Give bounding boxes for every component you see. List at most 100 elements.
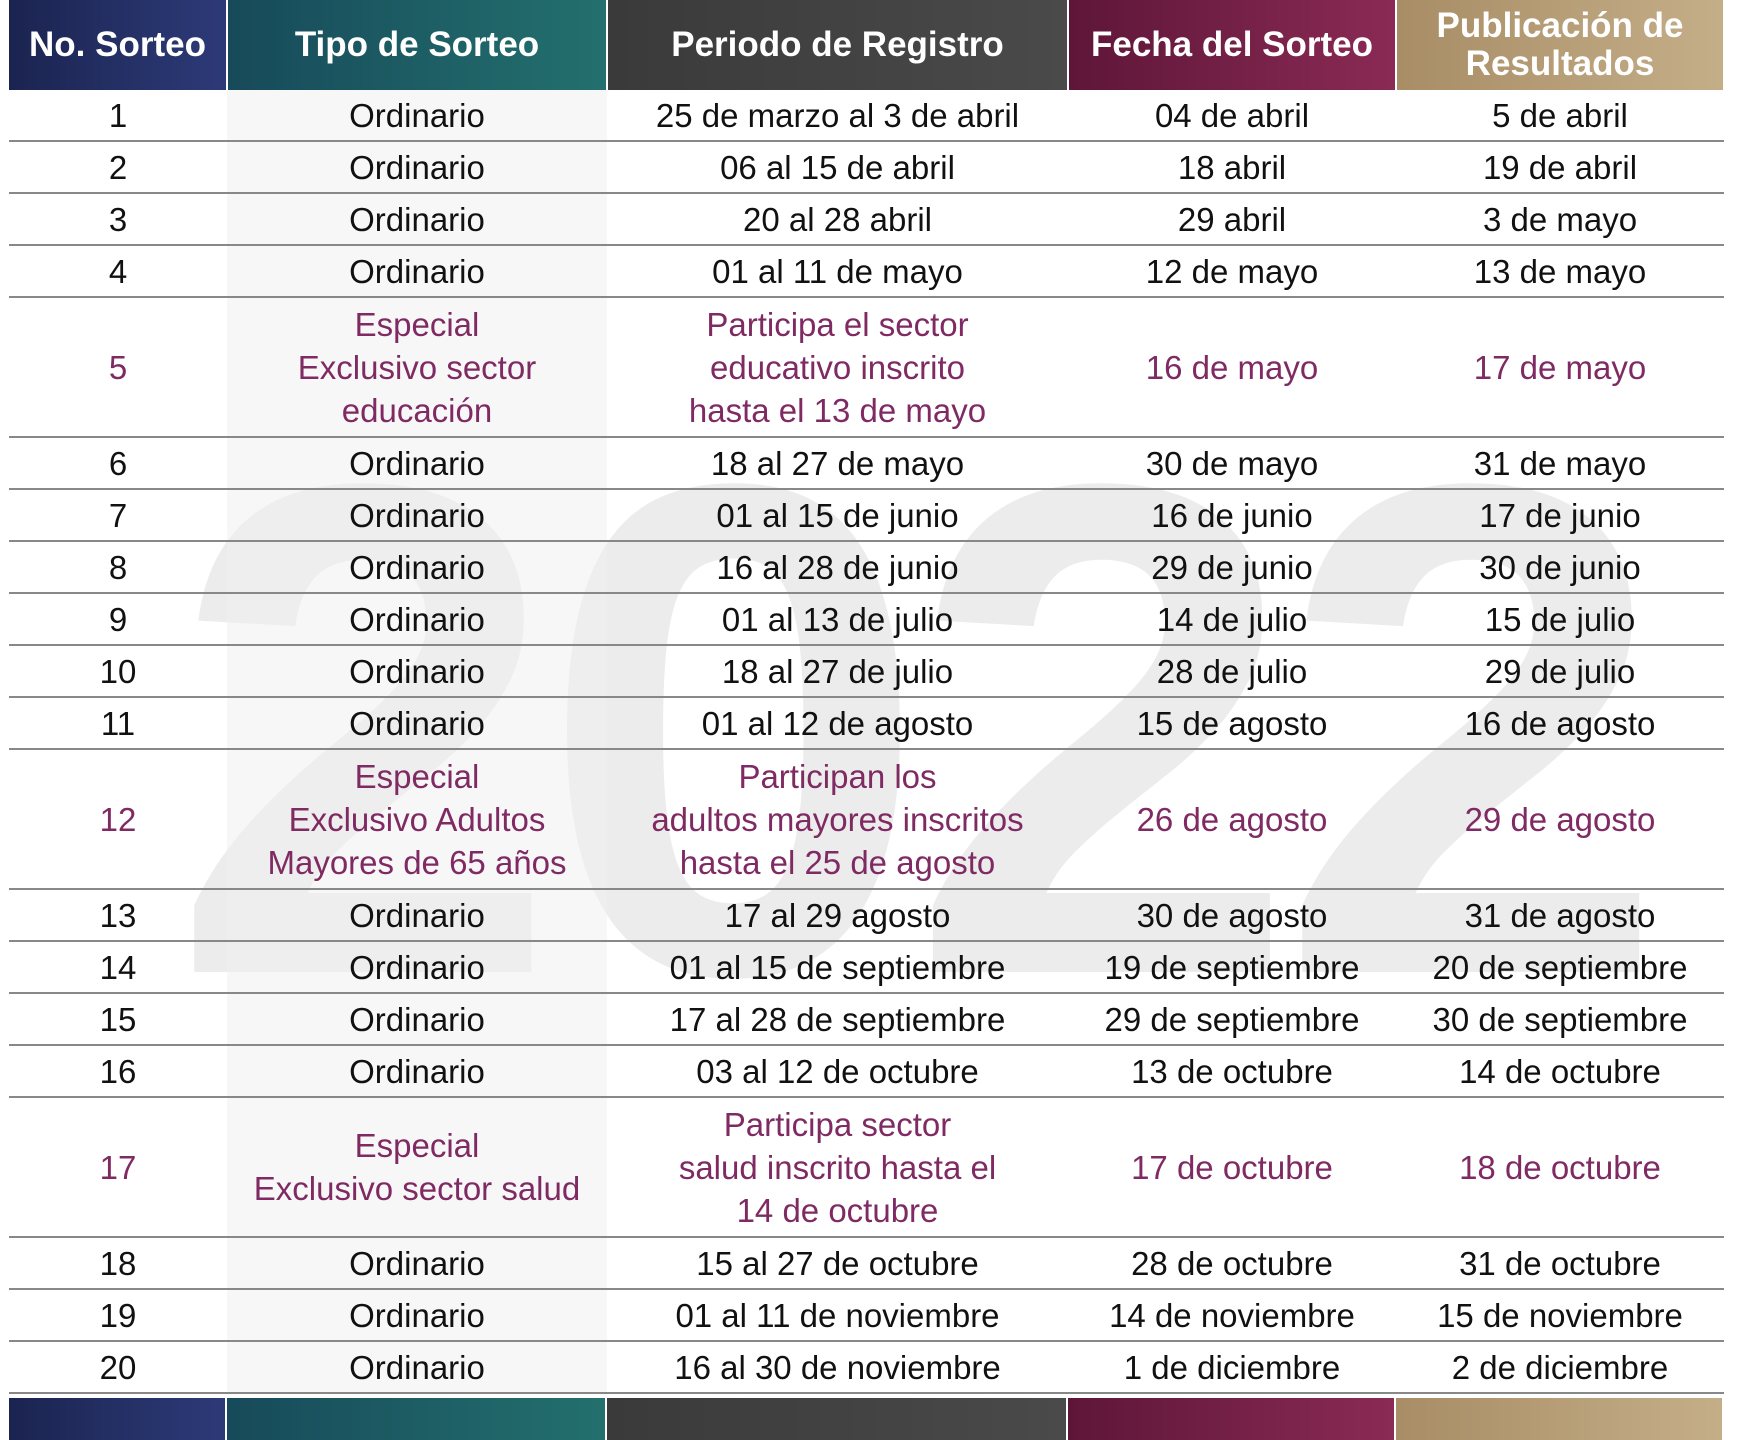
table-row: 17 Especial Exclusivo sector salud Partici… xyxy=(9,1097,1724,1238)
table-row: 14 Ordinario 01 al 15 de septiembre 19 de s… xyxy=(9,941,1724,994)
table-cell: 25 de marzo al 3 de abril xyxy=(607,90,1068,142)
footer-bar xyxy=(9,1398,225,1440)
table-cell: 15 de noviembre xyxy=(1396,1289,1724,1342)
table-cell: 29 de junio xyxy=(1068,541,1396,594)
table-cell: Ordinario xyxy=(227,245,607,298)
table-cell: 20 al 28 abril xyxy=(607,193,1068,246)
table-cell: 8 xyxy=(9,541,227,594)
column-header: Fecha del Sorteo xyxy=(1068,0,1397,90)
table-cell: 29 de julio xyxy=(1396,645,1724,698)
table-cell: 17 al 28 de septiembre xyxy=(607,993,1068,1046)
table-cell: 12 de mayo xyxy=(1068,245,1396,298)
table-cell: 4 xyxy=(9,245,227,298)
table-row: 7 Ordinario 01 al 15 de junio 16 de junio 17… xyxy=(9,489,1724,542)
table-cell: 9 xyxy=(9,593,227,646)
table-cell: 30 de mayo xyxy=(1068,437,1396,490)
footer-bar xyxy=(227,1398,605,1440)
table-cell: Especial Exclusivo sector salud xyxy=(227,1097,607,1238)
table-cell: 14 de octubre xyxy=(1396,1045,1724,1098)
table-cell: 16 al 30 de noviembre xyxy=(607,1341,1068,1394)
table-cell: 26 de agosto xyxy=(1068,749,1396,890)
table-cell: 29 abril xyxy=(1068,193,1396,246)
table-cell: 13 de octubre xyxy=(1068,1045,1396,1098)
table-row: 20 Ordinario 16 al 30 de noviembre 1 de dic… xyxy=(9,1341,1724,1394)
table-row: 2 Ordinario 06 al 15 de abril 18 abril 19 de… xyxy=(9,141,1724,194)
table-cell: Ordinario xyxy=(227,889,607,942)
table-cell: 17 de junio xyxy=(1396,489,1724,542)
table-cell: 29 de septiembre xyxy=(1068,993,1396,1046)
table-cell: Ordinario xyxy=(227,489,607,542)
schedule-table: No. Sorteo Tipo de Sorteo Periodo de Regis… xyxy=(9,0,1725,1394)
table-cell: 15 xyxy=(9,993,227,1046)
table-cell: Especial Exclusivo sector educación xyxy=(227,297,607,438)
table-row: 4 Ordinario 01 al 11 de mayo 12 de mayo 13 d… xyxy=(9,245,1724,298)
table-cell: 16 xyxy=(9,1045,227,1098)
table-cell: 15 de agosto xyxy=(1068,697,1396,750)
table-cell: 18 abril xyxy=(1068,141,1396,194)
table-cell: Ordinario xyxy=(227,593,607,646)
table-cell: Participa el sector educativo inscrito h… xyxy=(607,297,1068,438)
table-cell: 31 de octubre xyxy=(1396,1237,1724,1290)
table-cell: 17 al 29 agosto xyxy=(607,889,1068,942)
table-cell: 1 de diciembre xyxy=(1068,1341,1396,1394)
table-cell: 13 xyxy=(9,889,227,942)
footer-bar xyxy=(1068,1398,1394,1440)
table-cell: 16 de agosto xyxy=(1396,697,1724,750)
table-cell: 15 de julio xyxy=(1396,593,1724,646)
table-cell: 30 de agosto xyxy=(1068,889,1396,942)
column-header: Publicación de Resultados xyxy=(1396,0,1725,90)
table-cell: 20 de septiembre xyxy=(1396,941,1724,994)
table-cell: 3 xyxy=(9,193,227,246)
table-cell: Ordinario xyxy=(227,193,607,246)
column-header: Periodo de Registro xyxy=(607,0,1069,90)
table-cell: 17 xyxy=(9,1097,227,1238)
table-cell: 19 xyxy=(9,1289,227,1342)
table-cell: 01 al 15 de junio xyxy=(607,489,1068,542)
table-cell: Participan los adultos mayores inscritos… xyxy=(607,749,1068,890)
table-cell: 31 de mayo xyxy=(1396,437,1724,490)
table-cell: 10 xyxy=(9,645,227,698)
table-cell: 17 de octubre xyxy=(1068,1097,1396,1238)
header-row: No. Sorteo Tipo de Sorteo Periodo de Regis… xyxy=(9,0,1725,90)
table-cell: 01 al 11 de mayo xyxy=(607,245,1068,298)
table-row: 1 Ordinario 25 de marzo al 3 de abril 04 de… xyxy=(9,90,1724,142)
table-cell: 03 al 12 de octubre xyxy=(607,1045,1068,1098)
table-cell: 06 al 15 de abril xyxy=(607,141,1068,194)
table-cell: 2 xyxy=(9,141,227,194)
table-cell: 18 xyxy=(9,1237,227,1290)
footer-bar xyxy=(1396,1398,1722,1440)
column-header: No. Sorteo xyxy=(9,0,228,90)
table-body: 1 Ordinario 25 de marzo al 3 de abril 04 de… xyxy=(9,90,1724,1394)
table-cell: 18 al 27 de mayo xyxy=(607,437,1068,490)
table-row: 8 Ordinario 16 al 28 de junio 29 de junio 30… xyxy=(9,541,1724,594)
table-row: 19 Ordinario 01 al 11 de noviembre 14 de no… xyxy=(9,1289,1724,1342)
table-cell: Ordinario xyxy=(227,993,607,1046)
table-cell: 31 de agosto xyxy=(1396,889,1724,942)
table-cell: 16 al 28 de junio xyxy=(607,541,1068,594)
table-cell: 29 de agosto xyxy=(1396,749,1724,890)
table-cell: 12 xyxy=(9,749,227,890)
table-cell: 01 al 15 de septiembre xyxy=(607,941,1068,994)
table-cell: 11 xyxy=(9,697,227,750)
table-row: 6 Ordinario 18 al 27 de mayo 30 de mayo 31 d… xyxy=(9,437,1724,490)
table-cell: 01 al 11 de noviembre xyxy=(607,1289,1068,1342)
table-cell: Ordinario xyxy=(227,1237,607,1290)
table-cell: 28 de octubre xyxy=(1068,1237,1396,1290)
table-cell: 01 al 13 de julio xyxy=(607,593,1068,646)
column-header: Tipo de Sorteo xyxy=(227,0,608,90)
table-cell: 2 de diciembre xyxy=(1396,1341,1724,1394)
table-cell: Ordinario xyxy=(227,541,607,594)
table-cell: 01 al 12 de agosto xyxy=(607,697,1068,750)
table-cell: 13 de mayo xyxy=(1396,245,1724,298)
table-row: 11 Ordinario 01 al 12 de agosto 15 de agost… xyxy=(9,697,1724,750)
table-row: 18 Ordinario 15 al 27 de octubre 28 de octu… xyxy=(9,1237,1724,1290)
table-cell: 5 de abril xyxy=(1396,90,1724,142)
table-cell: 6 xyxy=(9,437,227,490)
table-cell: 17 de mayo xyxy=(1396,297,1724,438)
table-cell: Ordinario xyxy=(227,1341,607,1394)
table-cell: 30 de junio xyxy=(1396,541,1724,594)
table-cell: 18 de octubre xyxy=(1396,1097,1724,1238)
table-cell: Ordinario xyxy=(227,1289,607,1342)
table-cell: 14 xyxy=(9,941,227,994)
